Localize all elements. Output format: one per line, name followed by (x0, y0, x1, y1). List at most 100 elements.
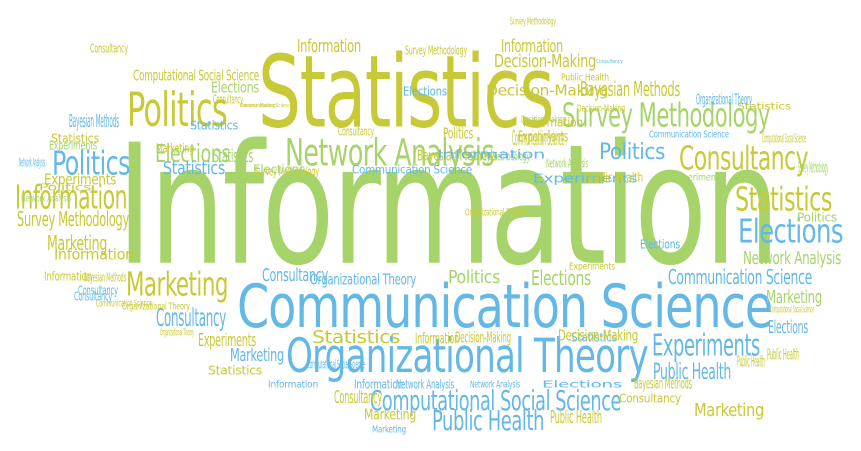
word-statistics: Statistics (312, 327, 401, 348)
word-information: Information (44, 268, 92, 284)
word-experiments: Experiments (569, 260, 615, 273)
word-public-health: Public Health (587, 169, 643, 185)
word-bayesian-methods: Bayesian Methods (69, 111, 119, 132)
word-network-analysis: Network Analysis (743, 248, 842, 269)
word-experiments: Experiments (518, 128, 568, 146)
word-network-analysis: Network Analysis (21, 192, 71, 205)
word-consultancy: Consultancy (74, 288, 113, 304)
word-experiments: Experiments (673, 171, 723, 184)
word-communication-science: Communication Science (240, 103, 293, 109)
word-politics: Politics (797, 209, 838, 225)
word-statistics: Statistics (737, 100, 791, 113)
word-communication-science: Communication Science (237, 271, 773, 342)
word-public-health: Public Health (737, 353, 766, 371)
word-network-analysis: Network Analysis (285, 132, 495, 176)
word-politics: Politics (599, 138, 666, 166)
word-marketing: Marketing (372, 423, 406, 436)
word-experiments: Experiments (49, 137, 98, 153)
word-marketing: Marketing (126, 266, 228, 304)
word-elections: Elections (542, 378, 623, 391)
word-survey-methodology: Survey Methodology (405, 42, 468, 58)
word-marketing: Marketing (156, 140, 195, 156)
word-statistics: Statistics (571, 329, 618, 345)
word-elections: Elections (640, 236, 680, 252)
word-marketing: Marketing (766, 287, 822, 308)
word-organizational-theory: Organizational Theory (696, 91, 753, 109)
word-consultancy: Consultancy (596, 59, 623, 65)
word-politics: Politics (52, 145, 131, 183)
word-consultancy: Consultancy (90, 40, 129, 56)
word-organizational-theory: Organizational Theory (310, 271, 417, 289)
word-computational-social-science: Computational Social Science (770, 303, 814, 316)
word-politics: Politics (443, 125, 473, 143)
word-elections: Elections (403, 83, 447, 99)
word-decision-making: Decision-Making (521, 113, 566, 126)
word-information: Information (268, 378, 319, 391)
word-organizational-theory: Organizational Theory (160, 326, 194, 339)
word-elections: Elections (155, 138, 231, 169)
word-politics: Politics (448, 267, 501, 288)
word-politics: Politics (39, 181, 91, 194)
word-statistics: Statistics (213, 146, 254, 167)
word-decision-making: Decision-Making (558, 327, 638, 345)
word-decision-making: Decision-Making (486, 82, 608, 100)
word-survey-methodology: Survey Methodology (470, 148, 530, 164)
word-consultancy: Consultancy (338, 123, 375, 139)
word-information: Information (501, 36, 564, 57)
word-bayesian-methods: Bayesian Methods (580, 77, 681, 102)
word-elections: Elections (531, 266, 591, 291)
word-decision-making: Decision-Making (455, 329, 511, 347)
word-public-health: Public Health (653, 358, 731, 386)
word-communication-science: Communication Science (512, 126, 565, 151)
word-experiments: Experiments (652, 327, 760, 363)
word-experiments: Experiments (44, 171, 117, 189)
word-communication-science: Communication Science (96, 297, 152, 310)
word-computational-social-science: Computational Social Science (133, 67, 260, 85)
word-elections: Elections (768, 317, 808, 338)
word-decision-making: Decision-Making (577, 102, 626, 115)
word-network-analysis: Network Analysis (470, 378, 520, 391)
word-communication-science: Communication Science (352, 162, 473, 177)
word-network-analysis: Network Analysis (546, 155, 588, 171)
word-survey-methodology: Survey Methodology (798, 159, 829, 177)
word-information: Information (523, 114, 583, 130)
word-decision-making: Decision-Making (494, 51, 596, 72)
word-elections: Elections (738, 213, 844, 251)
word-statistics: Statistics (51, 130, 100, 146)
word-statistics: Statistics (190, 117, 239, 133)
word-politics: Politics (127, 82, 228, 139)
word-marketing: Marketing (694, 400, 764, 421)
word-bayesian-methods: Bayesian Methods (417, 147, 498, 165)
word-marketing: Marketing (47, 231, 108, 256)
word-public-health: Public Health (767, 346, 800, 364)
word-statistics: Statistics (258, 34, 555, 152)
word-public-health: Public Health (550, 407, 602, 428)
word-consultancy: Consultancy (679, 140, 809, 178)
word-survey-methodology: Survey Methodology (562, 97, 770, 135)
word-survey-methodology: Survey Methodology (255, 163, 320, 179)
word-information: Information (117, 109, 780, 304)
word-information: Information (415, 330, 459, 348)
word-network-analysis: Network Analysis (396, 376, 455, 392)
word-communication-science: Communication Science (649, 128, 730, 141)
word-survey-methodology: Survey Methodology (510, 15, 557, 28)
word-information: Information (54, 246, 134, 264)
word-experiments: Experiments (198, 330, 257, 351)
word-computational-social-science: Computational Social Science (307, 356, 365, 372)
word-public-health: Public Health (432, 406, 545, 438)
word-information: Information (15, 179, 127, 217)
word-bayesian-methods: Bayesian Methods (84, 269, 126, 285)
word-bayesian-methods: Bayesian Methods (634, 375, 692, 393)
word-elections: Elections (253, 161, 305, 177)
word-organizational-theory: Organizational Theory (465, 206, 525, 219)
word-computational-social-science: Computational Social Science (762, 130, 807, 146)
word-consultancy: Consultancy (262, 265, 328, 286)
word-marketing: Marketing (364, 406, 417, 424)
word-elections: Elections (211, 79, 259, 97)
word-marketing: Marketing (230, 345, 284, 366)
word-information: Information (354, 376, 403, 392)
word-decision-making: Decision-Making (240, 103, 276, 109)
word-statistics: Statistics (208, 362, 263, 378)
word-information: Information (437, 146, 545, 162)
